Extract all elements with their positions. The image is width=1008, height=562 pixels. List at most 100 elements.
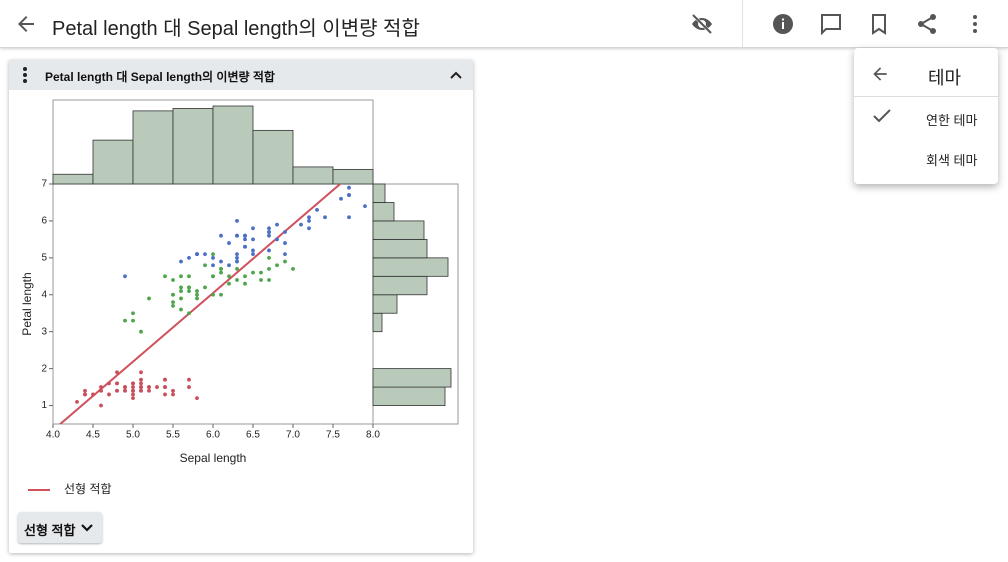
point [243, 233, 247, 238]
x-tick-label: 7.0 [286, 430, 300, 441]
point [171, 392, 175, 397]
point [219, 292, 223, 297]
bookmark-button[interactable] [867, 12, 891, 36]
point [347, 215, 351, 220]
share-button[interactable] [915, 12, 939, 36]
point [219, 270, 223, 275]
histogram-bar [172, 108, 214, 185]
point [91, 392, 95, 397]
histogram-bar [52, 173, 94, 185]
point [267, 267, 271, 271]
point [131, 392, 135, 397]
point [275, 222, 279, 227]
chevron-down [81, 524, 93, 532]
card-menu-button[interactable] [19, 66, 31, 84]
point [115, 381, 119, 386]
menu-title: 테마 [928, 68, 962, 88]
histogram-bar [252, 129, 294, 185]
card-title: Petal length 대 Sepal length의 이변량 적합 [45, 70, 275, 84]
point [115, 388, 119, 393]
point [219, 267, 223, 271]
point [171, 300, 175, 305]
point [187, 285, 191, 290]
point [227, 241, 231, 245]
histogram-bar [372, 275, 428, 296]
back-button[interactable] [14, 12, 38, 36]
point [171, 388, 175, 393]
point [107, 392, 111, 397]
point [267, 233, 271, 238]
card-header: Petal length 대 Sepal length의 이변량 적합 [9, 60, 473, 90]
fit-button[interactable]: 선형 적합 [18, 512, 102, 543]
point [187, 255, 191, 260]
histogram-bar [372, 202, 395, 222]
point [283, 241, 287, 245]
point [187, 385, 191, 389]
hide-button[interactable] [690, 12, 714, 36]
point [251, 237, 255, 242]
point [187, 311, 191, 316]
info-button[interactable] [771, 12, 795, 36]
point [211, 255, 215, 260]
point [139, 388, 143, 393]
point [99, 403, 103, 408]
point [235, 259, 239, 264]
x-tick-label: 4.5 [86, 430, 100, 441]
point [131, 318, 135, 323]
point [243, 281, 247, 286]
point [99, 385, 103, 389]
histogram-bar [372, 312, 383, 333]
x-tick-label: 4.0 [46, 430, 60, 441]
point [203, 285, 207, 290]
comment-button[interactable] [819, 12, 843, 36]
point [179, 289, 183, 293]
fit-button-label: 선형 적합 [24, 523, 76, 538]
collapse-button[interactable] [449, 68, 463, 82]
point [139, 381, 143, 386]
y-axis-label: Petal length [20, 272, 34, 335]
point [139, 370, 143, 375]
histogram-bar [92, 139, 134, 185]
check-icon [873, 109, 891, 123]
menu-back-button[interactable] [870, 64, 890, 84]
point [307, 219, 311, 223]
point [83, 388, 87, 393]
point [339, 196, 343, 201]
more-button[interactable] [963, 12, 987, 36]
point [131, 311, 135, 316]
point [307, 226, 311, 231]
point [227, 263, 231, 268]
point [235, 233, 239, 238]
y-tick-label: 3 [41, 326, 47, 337]
point [347, 185, 351, 190]
point [195, 292, 199, 297]
point [299, 222, 303, 227]
point [291, 267, 295, 271]
point [179, 274, 183, 279]
x-tick-label: 5.0 [126, 430, 140, 441]
point [347, 193, 351, 197]
point [99, 388, 103, 393]
point [283, 230, 287, 234]
point [275, 237, 279, 242]
point [147, 388, 151, 393]
point [171, 303, 175, 308]
point [243, 244, 247, 249]
x-tick-label: 6.5 [246, 430, 260, 441]
point [139, 377, 143, 382]
point [163, 385, 167, 389]
top-bar: Petal length 대 Sepal length의 이변량 적합 [0, 0, 1008, 48]
y-tick-label: 1 [41, 400, 47, 411]
point [315, 207, 319, 212]
menu-item[interactable]: 연한 테마 [926, 113, 978, 128]
point [123, 274, 127, 279]
point [283, 259, 287, 264]
y-tick-label: 7 [41, 179, 47, 190]
point [267, 230, 271, 234]
point [267, 278, 271, 282]
histogram-bar [372, 386, 446, 406]
point [195, 289, 199, 293]
menu-item[interactable]: 회색 테마 [926, 153, 978, 168]
histogram-bar [372, 257, 449, 277]
